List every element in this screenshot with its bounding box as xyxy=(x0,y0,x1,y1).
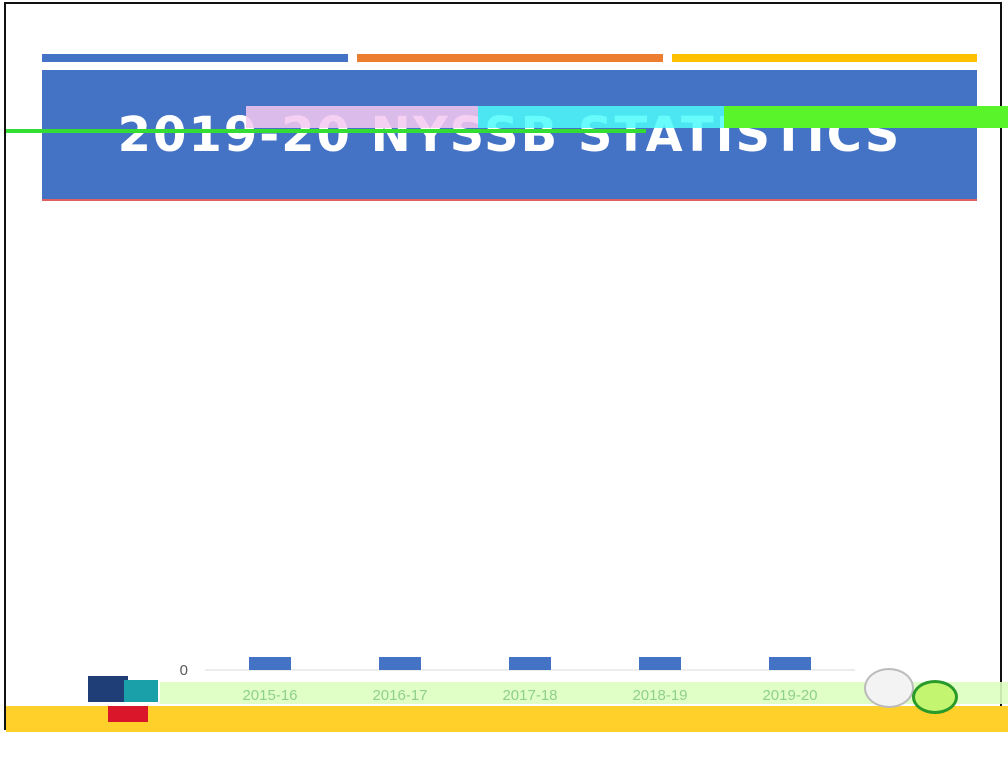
badge-icon xyxy=(912,680,958,714)
accent-stripe-orange xyxy=(357,54,663,62)
x-tick-label: 2015-16 xyxy=(242,687,297,704)
footer-bar xyxy=(6,706,1008,732)
bar xyxy=(249,657,291,670)
x-tick-label: 2017-18 xyxy=(502,687,557,704)
accent-stripe-blue xyxy=(42,54,348,62)
bar xyxy=(769,657,811,670)
glitch-artifact xyxy=(724,106,1008,128)
footer-highlight-band xyxy=(160,682,1008,704)
x-tick-label: 2016-17 xyxy=(372,687,427,704)
bar xyxy=(509,657,551,670)
x-tick-label: 2018-19 xyxy=(632,687,687,704)
accent-stripe-gold xyxy=(672,54,977,62)
bar xyxy=(639,657,681,670)
bar xyxy=(379,657,421,670)
glitch-artifact xyxy=(246,106,478,128)
x-tick-label: 2019-20 xyxy=(762,687,817,704)
state-seal-icon xyxy=(864,668,914,708)
glitch-artifact xyxy=(478,106,724,128)
organization-logo xyxy=(88,676,158,726)
glitch-artifact xyxy=(6,129,646,133)
y-tick-label: 0 xyxy=(180,662,188,679)
